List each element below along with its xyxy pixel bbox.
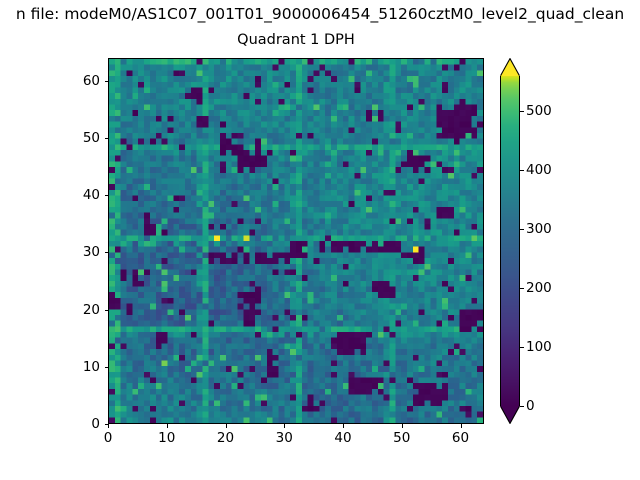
y-tick-mark	[104, 138, 108, 140]
y-tick-mark	[104, 366, 108, 368]
colorbar[interactable]: 0 100 200 300 400 500	[500, 58, 552, 424]
x-tick-label: 30	[275, 430, 293, 446]
y-tick-label: 20	[82, 301, 100, 318]
x-tick-label: 50	[393, 430, 411, 446]
colorbar-extend-max-outline	[500, 58, 520, 76]
colorbar-tick-label: 500	[526, 103, 552, 120]
y-tick-label: 0	[91, 416, 100, 432]
colorbar-tick-mark	[520, 229, 524, 231]
x-tick-label: 60	[451, 430, 470, 446]
x-tick-label: 40	[334, 430, 352, 446]
colorbar-tick-mark	[520, 347, 524, 349]
x-tick-mark	[108, 424, 109, 428]
y-tick-mark	[104, 424, 108, 425]
x-tick-mark	[343, 424, 344, 428]
x-tick-label: 0	[103, 430, 113, 446]
x-tick-mark	[401, 424, 403, 428]
colorbar-extend-max-arrow	[500, 58, 520, 76]
y-tick-label: 40	[82, 187, 100, 204]
colorbar-extend-min-outline	[500, 406, 520, 424]
y-tick-mark	[104, 80, 108, 82]
colorbar-tick-label: 0	[526, 398, 535, 414]
x-tick-label: 20	[216, 430, 235, 446]
colorbar-tick-label: 200	[526, 280, 552, 297]
x-tick-label: 10	[158, 430, 176, 446]
y-tick-mark	[104, 309, 108, 311]
colorbar-extend-min-arrow	[500, 406, 520, 424]
x-tick-mark	[284, 424, 286, 428]
y-tick-mark	[104, 195, 108, 197]
x-tick-mark	[166, 424, 168, 428]
x-tick-mark	[225, 424, 227, 428]
x-tick-mark	[460, 424, 462, 428]
colorbar-tick-label: 100	[526, 339, 552, 356]
heatmap-image	[109, 59, 483, 423]
colorbar-tick-mark	[520, 406, 524, 407]
figure-suptitle: n file: modeM0/AS1C07_001T01_9000006454_…	[15, 5, 625, 23]
y-tick-label: 60	[82, 72, 100, 89]
y-tick-label: 50	[82, 130, 100, 147]
colorbar-tick-mark	[520, 111, 524, 113]
axes-title: Quadrant 1 DPH	[237, 32, 355, 48]
y-tick-label: 30	[82, 244, 100, 261]
colorbar-tick-label: 300	[526, 221, 552, 238]
colorbar-gradient	[500, 76, 520, 406]
colorbar-tick-mark	[520, 288, 524, 290]
heatmap-axes[interactable]	[108, 58, 484, 424]
colorbar-tick-mark	[520, 170, 524, 172]
colorbar-tick-label: 400	[526, 162, 552, 179]
y-tick-label: 10	[82, 358, 100, 375]
y-tick-mark	[104, 252, 108, 254]
